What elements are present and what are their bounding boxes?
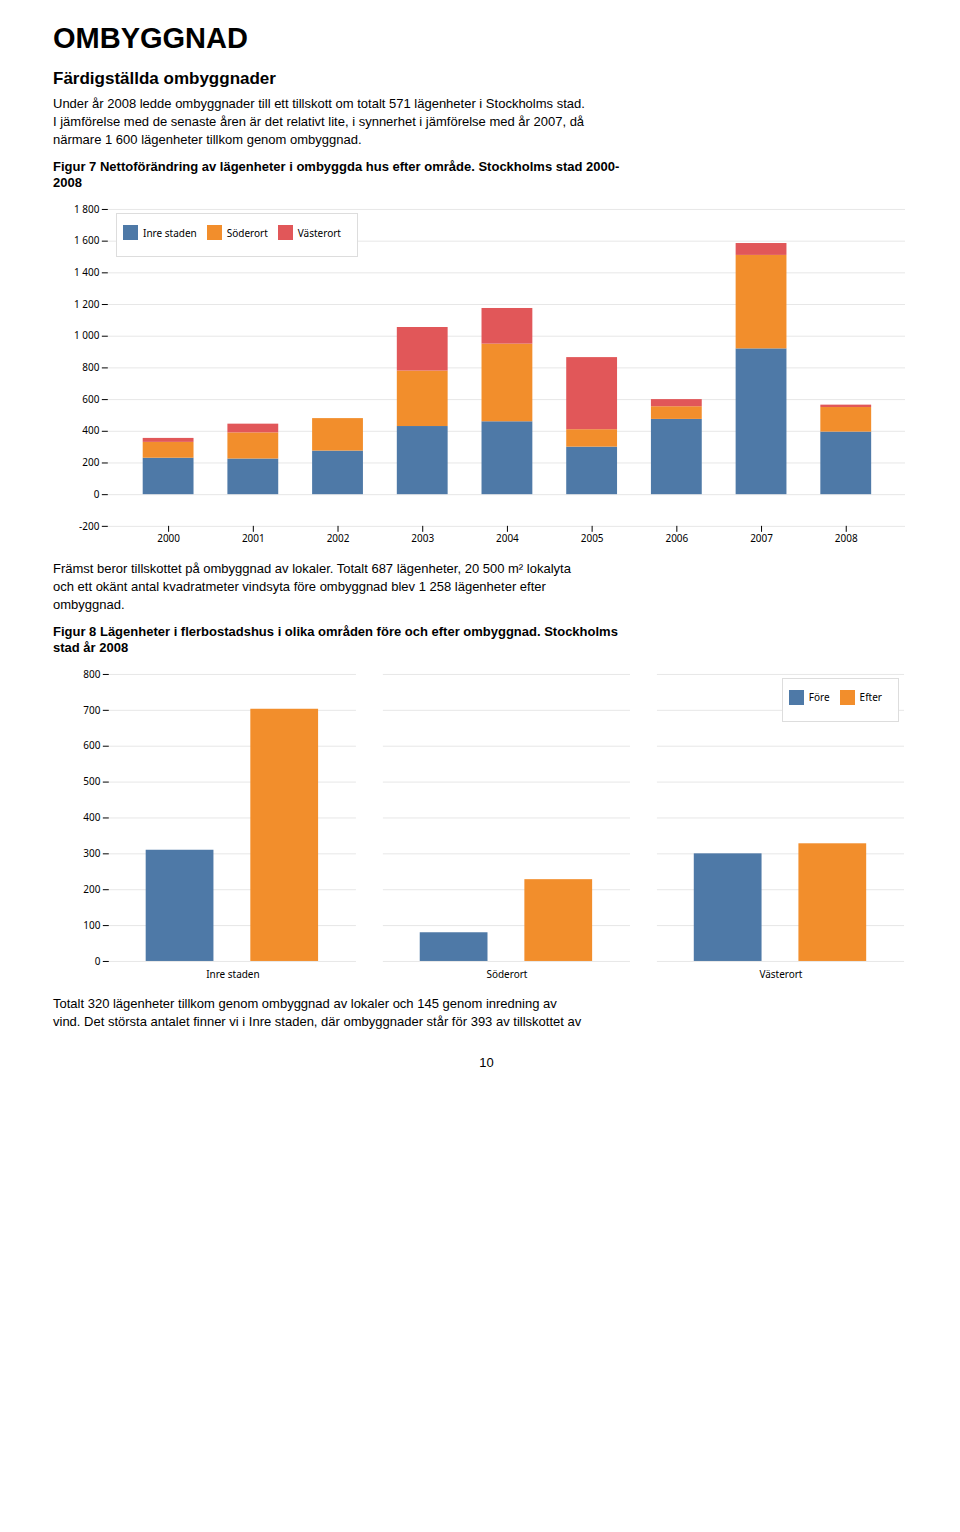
svg-text:0: 0 [95, 953, 101, 967]
svg-text:Inre staden: Inre staden [206, 966, 259, 980]
html-text:Totalt 320 lägenheter tillkom: Totalt 320 lägenheter tillkom genom omby… [53, 995, 557, 1011]
html-text:närmare 1 600 lägenheter tillk: närmare 1 600 lägenheter tillkom genom o… [53, 132, 362, 147]
svg-text:600: 600 [82, 392, 99, 406]
html-text:10: 10 [479, 1054, 494, 1070]
html-text:Västerort: Västerort [297, 225, 341, 240]
svg-text:800: 800 [82, 360, 99, 374]
html-text:Före: Före [808, 690, 830, 705]
svg-text:2005: 2005 [581, 531, 604, 545]
html-text:Figur 8 Lägenheter i flerbosta: Figur 8 Lägenheter i flerbostadshus i ol… [53, 623, 618, 655]
svg-text:700: 700 [83, 702, 100, 716]
svg-text:400: 400 [83, 810, 100, 824]
svg-text:1 600: 1 600 [74, 233, 100, 247]
html-text:I jämförelse med de senaste år: I jämförelse med de senaste åren är det … [53, 114, 585, 129]
svg-text:2001: 2001 [242, 531, 265, 545]
svg-text:500: 500 [83, 774, 100, 788]
svg-text:300: 300 [83, 846, 100, 860]
svg-text:2000: 2000 [157, 531, 180, 545]
html-text:Inre staden: Inre staden [143, 225, 197, 240]
svg-text:2002: 2002 [327, 531, 350, 545]
svg-text:Västerort: Västerort [759, 966, 802, 980]
svg-text:-200: -200 [79, 519, 100, 533]
html-text:Figur 7 Nettoförändring av läg: Figur 7 Nettoförändring av lägenheter i … [53, 159, 620, 190]
html-text:Efter: Efter [859, 690, 882, 705]
html-text:ombyggnad.: ombyggnad. [53, 596, 125, 612]
svg-text:800: 800 [83, 666, 100, 680]
svg-text:1 000: 1 000 [74, 328, 100, 342]
html-text:Söderort: Söderort [226, 225, 268, 240]
svg-text:2003: 2003 [411, 531, 434, 545]
svg-text:2006: 2006 [665, 531, 688, 545]
svg-text:2008: 2008 [835, 531, 858, 545]
svg-text:2007: 2007 [750, 531, 773, 545]
svg-text:600: 600 [83, 738, 100, 752]
svg-text:200: 200 [83, 882, 100, 896]
svg-text:1 800: 1 800 [74, 202, 100, 216]
html-text:vind. Det största antalet finn: vind. Det största antalet finner vi i In… [53, 1013, 582, 1029]
html-text:Färdigställda ombyggnader: Färdigställda ombyggnader [53, 69, 276, 88]
html-text:Främst beror tillskottet på om: Främst beror tillskottet på ombyggnad av… [53, 560, 571, 576]
svg-text:Söderort: Söderort [486, 966, 527, 980]
html-text:och ett okänt antal kvadratmet: och ett okänt antal kvadratmeter vindsyt… [53, 578, 546, 594]
svg-text:0: 0 [94, 487, 100, 501]
html-text:Under år 2008 ledde ombyggnade: Under år 2008 ledde ombyggnader till ett… [53, 96, 585, 111]
html-text:OMBYGGNAD: OMBYGGNAD [53, 22, 248, 54]
svg-text:400: 400 [82, 423, 99, 437]
svg-text:2004: 2004 [496, 531, 519, 545]
svg-text:100: 100 [83, 918, 100, 932]
svg-text:200: 200 [82, 455, 99, 469]
svg-text:1 200: 1 200 [74, 297, 100, 311]
svg-text:1 400: 1 400 [74, 265, 100, 279]
